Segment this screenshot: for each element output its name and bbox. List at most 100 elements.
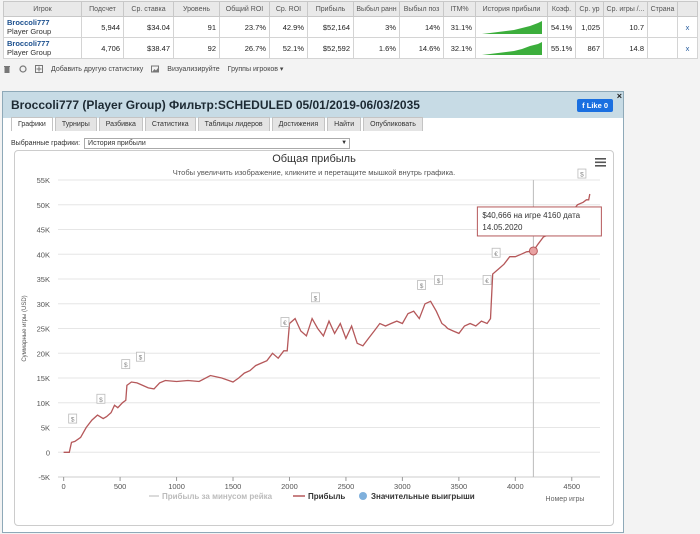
big-win-marker[interactable]: $ xyxy=(311,292,320,303)
player-name-link[interactable]: Broccoli777 xyxy=(7,39,50,48)
trash-icon[interactable] xyxy=(3,65,11,73)
big-win-marker[interactable]: € xyxy=(482,275,492,285)
total-roi-cell: 26.7% xyxy=(219,37,270,59)
col-header-total-roi[interactable]: Общий ROI xyxy=(219,1,270,17)
y-tick-label: 30K xyxy=(37,300,50,309)
big-win-symbol: € xyxy=(494,251,498,258)
avg-roi-cell: 52.1% xyxy=(269,37,308,59)
tab-charts[interactable]: Графики xyxy=(11,117,53,131)
tab-leaderboards[interactable]: Таблицы лидеров xyxy=(197,117,270,131)
big-win-flag xyxy=(136,351,145,362)
x-axis-label: Номер игры xyxy=(546,496,585,503)
player-groups-dropdown[interactable]: Группы игроков ▾ xyxy=(228,65,284,73)
table-row: Broccoli777 Player Group 4,706 $38.47 92… xyxy=(3,37,698,59)
menu-icon[interactable] xyxy=(595,158,606,167)
tab-publish[interactable]: Опубликовать xyxy=(363,117,423,131)
remove-row-button[interactable]: x xyxy=(677,16,698,38)
player-name-link[interactable]: Broccoli777 xyxy=(7,18,50,27)
profit-chart[interactable]: Общая прибыль Чтобы увеличить изображени… xyxy=(15,151,613,525)
tab-statistics[interactable]: Статистика xyxy=(144,117,196,131)
y-tick-label: 0 xyxy=(46,448,50,457)
col-header-late-out[interactable]: Выбыл поз xyxy=(399,1,444,17)
col-header-avg-stake[interactable]: Ср. ставка xyxy=(123,1,174,17)
big-win-symbol: $ xyxy=(314,295,318,302)
remove-row-button[interactable]: x xyxy=(677,37,698,59)
player-groups-label: Группы игроков xyxy=(227,66,278,73)
big-win-marker[interactable]: $ xyxy=(121,359,131,370)
big-win-marker[interactable]: $ xyxy=(68,413,78,424)
chart-select[interactable]: История прибыли ▼ xyxy=(84,138,351,149)
big-win-flag xyxy=(96,393,106,404)
y-tick-label: 55K xyxy=(37,176,50,185)
big-win-symbol: € xyxy=(485,278,489,285)
col-header-country[interactable]: Страна xyxy=(647,1,678,17)
player-cell[interactable]: Broccoli777 Player Group xyxy=(3,16,82,38)
hover-point xyxy=(528,246,538,256)
visualize-button[interactable]: Визуализируйте xyxy=(167,65,220,73)
big-win-marker[interactable]: $ xyxy=(136,351,145,362)
big-win-flag xyxy=(311,292,320,303)
big-win-flag xyxy=(121,359,131,370)
chart-select-value: История прибыли xyxy=(88,140,146,147)
legend-label-big-wins[interactable]: Значительные выигрыши xyxy=(371,492,475,501)
facebook-like-button[interactable]: f Like 0 xyxy=(577,99,613,112)
chevron-down-icon: ▼ xyxy=(341,140,348,146)
image-icon[interactable] xyxy=(151,65,160,73)
big-win-markers: $ $ $ $ € $ $ $ € € $ xyxy=(68,168,587,424)
total-roi-cell: 23.7% xyxy=(219,16,270,38)
chevron-down-icon: ▾ xyxy=(279,66,284,73)
big-win-marker[interactable]: € xyxy=(280,317,290,328)
country-cell xyxy=(647,16,678,38)
player-group: Player Group xyxy=(7,48,52,57)
big-win-marker[interactable]: $ xyxy=(417,280,426,290)
big-win-symbol: $ xyxy=(139,355,143,362)
add-stat-icon[interactable] xyxy=(35,65,43,73)
col-header-level[interactable]: Уровень xyxy=(173,1,220,17)
legend-label-net-profit[interactable]: Прибыль за минусом рейка xyxy=(162,492,273,501)
tab-find[interactable]: Найти xyxy=(327,117,362,131)
col-header-count[interactable]: Подсчет xyxy=(81,1,124,17)
tab-breakdown[interactable]: Разбивка xyxy=(98,117,143,131)
itm-cell: 32.1% xyxy=(443,37,476,59)
y-tick-label: 5K xyxy=(41,424,50,433)
col-header-avg-roi[interactable]: Ср. ROI xyxy=(269,1,308,17)
chart-title: Общая прибыль xyxy=(272,153,356,165)
col-header-itm[interactable]: ITM% xyxy=(443,1,476,17)
count-cell: 5,944 xyxy=(81,16,124,38)
big-win-symbol: $ xyxy=(437,278,441,285)
y-axis-ticks: -5K 0 5K 10K 15K 20K 25K 30K 35K 40K 45K 50K 55K xyxy=(37,176,50,482)
player-cell[interactable]: Broccoli777 Player Group xyxy=(3,37,82,59)
y-tick-label: 45K xyxy=(37,226,50,235)
col-header-profit-history[interactable]: История прибыли xyxy=(475,1,548,17)
y-tick-label: 40K xyxy=(37,250,50,259)
close-icon[interactable]: × xyxy=(616,91,622,101)
y-axis-label: Суммарные игры (USD) xyxy=(22,295,28,361)
col-header-avg-games[interactable]: Ср. игры /... xyxy=(603,1,648,17)
col-header-player[interactable]: Игрок xyxy=(3,1,82,17)
col-header-early-out[interactable]: Выбыл ранн xyxy=(353,1,400,17)
tab-achievements[interactable]: Достижения xyxy=(271,117,326,131)
x-tick-label: 1500 xyxy=(225,482,242,491)
late-out-cell: 14% xyxy=(399,16,444,38)
big-win-marker[interactable]: $ xyxy=(434,275,443,285)
player-group: Player Group xyxy=(7,27,52,36)
y-tick-label: 10K xyxy=(37,399,50,408)
col-header-coef[interactable]: Коэф. xyxy=(547,1,576,17)
big-win-marker[interactable]: € xyxy=(491,247,501,258)
add-stat-button[interactable]: Добавить другую статистику xyxy=(51,65,144,73)
big-win-flag xyxy=(68,413,78,424)
col-header-profit[interactable]: Прибыль xyxy=(307,1,354,17)
x-tick-label: 4000 xyxy=(507,482,524,491)
big-win-marker[interactable]: $ xyxy=(96,393,106,404)
col-header-avg-field[interactable]: Ср. ур xyxy=(575,1,604,17)
avg-games-cell: 14.8 xyxy=(603,37,648,59)
big-win-symbol: $ xyxy=(420,283,424,290)
country-cell xyxy=(647,37,678,59)
early-out-cell: 1.6% xyxy=(353,37,400,59)
tab-tournaments[interactable]: Турниры xyxy=(54,117,97,131)
x-tick-label: 2500 xyxy=(338,482,355,491)
refresh-icon[interactable] xyxy=(19,65,27,73)
big-win-marker[interactable]: $ xyxy=(577,168,587,179)
series-line-profit xyxy=(63,193,591,453)
legend-label-profit[interactable]: Прибыль xyxy=(308,492,345,501)
